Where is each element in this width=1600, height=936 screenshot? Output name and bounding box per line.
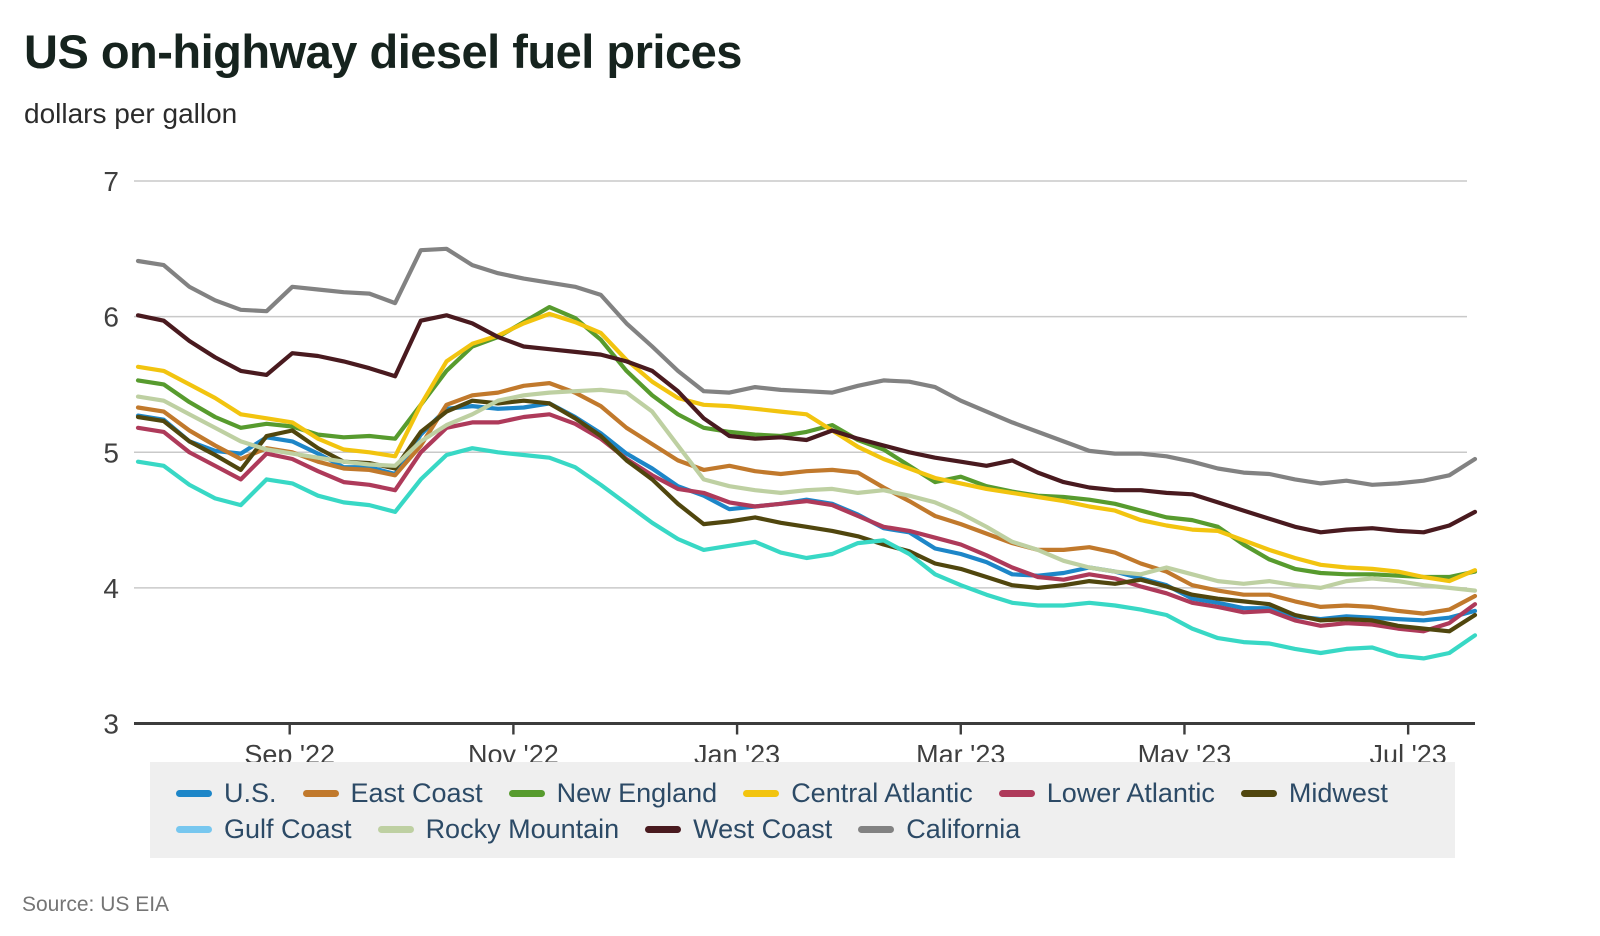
legend-swatch-lower-atlantic [998, 789, 1035, 797]
legend-label-central-atlantic: Central Atlantic [791, 777, 973, 808]
legend-swatch-gulf-coast [176, 825, 212, 833]
legend-swatch-california [858, 825, 895, 833]
legend: U.S. East Coast New England Central Atlanti… [150, 762, 1455, 858]
source-note: Source: US EIA [22, 893, 170, 916]
legend-label-california: California [906, 813, 1021, 844]
chart-subtitle: dollars per gallon [24, 98, 238, 129]
series-line-new-england [135, 305, 1478, 580]
legend-item-west-coast: West Coast [645, 812, 832, 846]
legend-label-west-coast: West Coast [693, 813, 833, 844]
legend-swatch-new-england [508, 789, 545, 797]
legend-item-midwest: Midwest [1240, 776, 1388, 810]
legend-swatch-rocky-mountain [377, 825, 414, 833]
series-line-east-coast [135, 381, 1478, 616]
legend-label-gulf-coast: Gulf Coast [224, 813, 352, 844]
legend-label-new-england: New England [556, 777, 718, 808]
legend-label-east-coast: East Coast [350, 777, 483, 808]
y-tick-label: 5 [103, 437, 119, 468]
legend-item-us: U.S. [176, 776, 277, 810]
page-title: US on-highway diesel fuel prices [24, 25, 742, 78]
y-tick-label: 7 [103, 166, 119, 197]
legend-swatch-midwest [1240, 789, 1277, 797]
legend-label-midwest: Midwest [1288, 777, 1388, 808]
legend-item-east-coast: East Coast [302, 776, 483, 810]
legend-item-new-england: New England [508, 776, 718, 810]
y-tick-label: 4 [103, 573, 119, 604]
legend-item-central-atlantic: Central Atlantic [743, 776, 973, 810]
legend-label-lower-atlantic: Lower Atlantic [1046, 777, 1215, 808]
series-line-california [135, 246, 1478, 487]
series-line-gulf-coast [135, 446, 1478, 661]
legend-label-us: U.S. [224, 777, 277, 808]
series-line-lower-atlantic [135, 412, 1478, 634]
y-tick-label: 3 [103, 709, 119, 740]
series-line-central-atlantic [135, 311, 1478, 584]
legend-item-lower-atlantic: Lower Atlantic [998, 776, 1215, 810]
legend-swatch-east-coast [302, 789, 339, 797]
legend-item-gulf-coast: Gulf Coast [176, 812, 352, 846]
legend-swatch-west-coast [645, 825, 682, 833]
legend-swatch-central-atlantic [743, 789, 780, 797]
legend-item-rocky-mountain: Rocky Mountain [377, 812, 620, 846]
y-tick-label: 6 [103, 302, 119, 333]
series-line-west-coast [135, 313, 1478, 535]
legend-item-california: California [858, 812, 1020, 846]
legend-label-rocky-mountain: Rocky Mountain [425, 813, 620, 844]
legend-swatch-us [176, 789, 212, 797]
series-line-rocky-mountain [135, 387, 1478, 593]
